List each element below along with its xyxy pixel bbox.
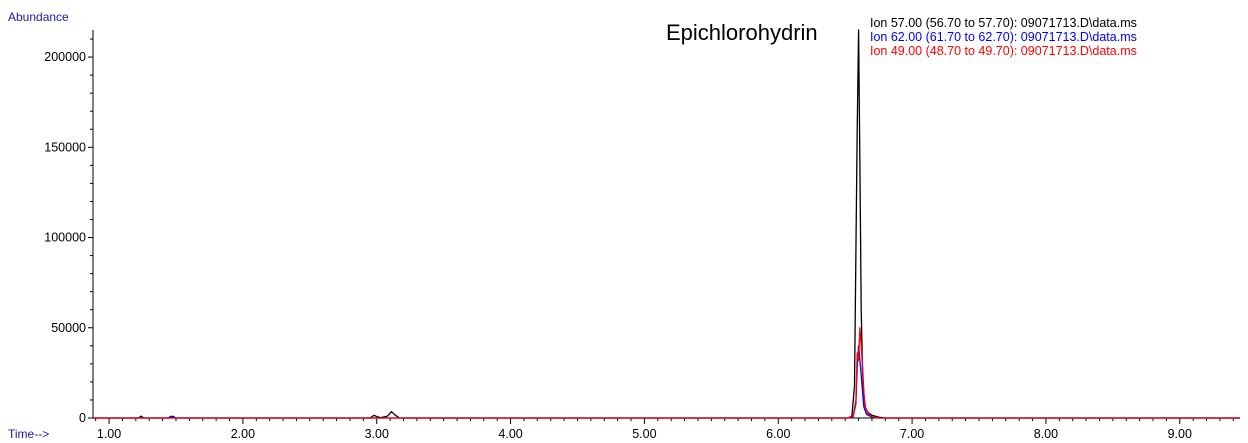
ion-traces (93, 29, 1240, 419)
legend-entry-ion-57: Ion 57.00 (56.70 to 57.70): 09071713.D\d… (870, 16, 1137, 30)
y-tick-label: 150000 (44, 140, 86, 154)
y-axis-ticks: 0 50000 100000 150000 200000 (44, 38, 93, 425)
ion-49-trace (93, 327, 1240, 419)
peak-annotation: Epichlorohydrin (666, 20, 818, 45)
y-tick-label: 100000 (44, 231, 86, 245)
y-axis-label: Abundance (8, 10, 69, 24)
legend-entry-ion-62: Ion 62.00 (61.70 to 62.70): 09071713.D\d… (870, 30, 1137, 44)
x-tick-label: 2.00 (231, 427, 255, 441)
x-tick-label: 7.00 (900, 427, 924, 441)
x-tick-label: 4.00 (498, 427, 522, 441)
legend: Ion 57.00 (56.70 to 57.70): 09071713.D\d… (870, 16, 1137, 58)
legend-entry-ion-49: Ion 49.00 (48.70 to 49.70): 09071713.D\d… (870, 44, 1137, 58)
x-axis-label: Time--> (8, 427, 50, 441)
y-tick-label: 200000 (44, 50, 86, 64)
x-tick-label: 3.00 (365, 427, 389, 441)
axes (92, 30, 1240, 419)
x-axis-ticks: 1.00 2.00 3.00 4.00 5.00 6.00 7.00 8.00 9.00 (95, 418, 1234, 441)
ion-57-trace (93, 29, 1240, 419)
x-tick-label: 5.00 (632, 427, 656, 441)
x-tick-label: 8.00 (1034, 427, 1058, 441)
x-tick-label: 1.00 (97, 427, 121, 441)
y-tick-label: 50000 (51, 321, 86, 335)
x-tick-label: 9.00 (1168, 427, 1192, 441)
x-tick-label: 6.00 (766, 427, 790, 441)
ion-62-trace (93, 345, 1240, 419)
y-tick-label: 0 (79, 411, 86, 425)
